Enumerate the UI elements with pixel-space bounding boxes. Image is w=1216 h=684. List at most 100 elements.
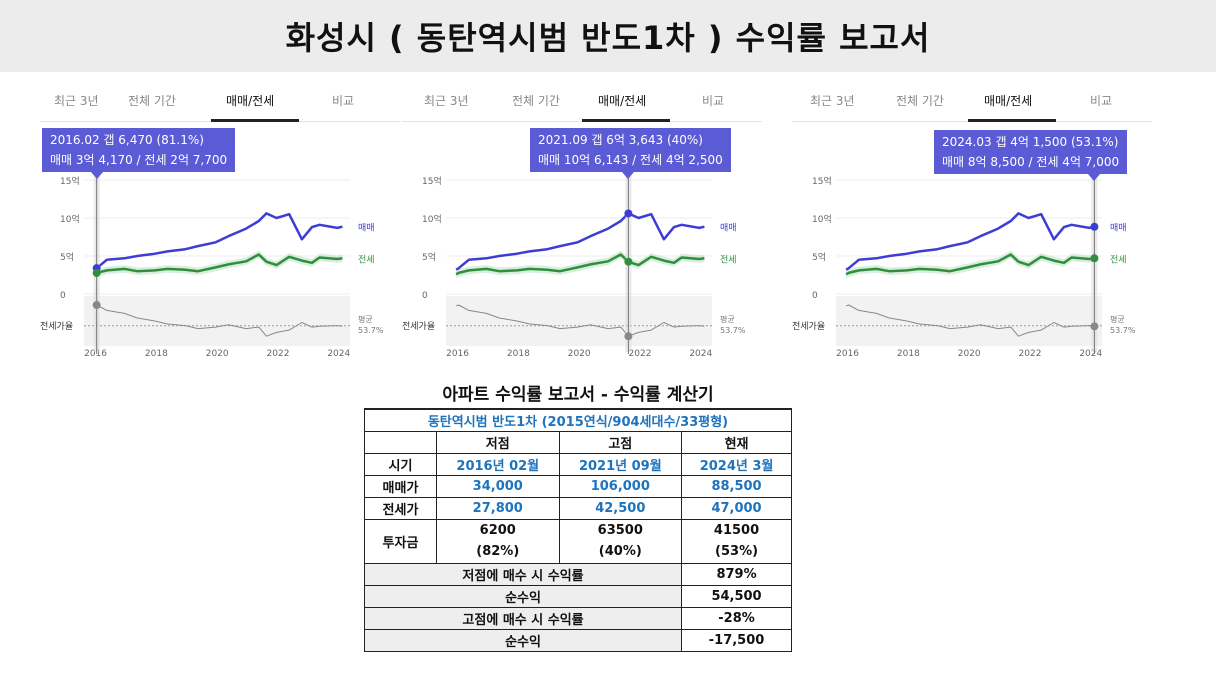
row-label-period: 시기 <box>364 452 437 476</box>
jeonse-range-band <box>846 250 1095 278</box>
ratio-band-bg <box>84 296 350 346</box>
tab-recent-3y[interactable]: 최근 3년 <box>810 94 855 108</box>
row-label-invest: 투자금 <box>364 518 437 564</box>
sale-low: 34,000 <box>436 474 560 498</box>
chart-panel-2: 최근 3년 전체 기간 매매/전세 비교 0 5억 10억 15억 2016 2018 2020 20… <box>402 84 762 368</box>
invest-low-pct: (82%) <box>436 541 560 564</box>
average-value-label: 53.7% <box>720 326 746 335</box>
jeonse-price-line <box>93 253 343 276</box>
tooltip-pointer <box>90 172 103 179</box>
series-label-sale: 매매 <box>1110 223 1127 234</box>
sale-price-line <box>93 212 343 271</box>
sale-price-line <box>845 212 1095 271</box>
tooltip-gap-line: 2024.03 갭 4억 1,500 (53.1%) <box>942 135 1119 149</box>
jeonse-low: 27,800 <box>436 496 560 520</box>
series-label-jeonse: 전세 <box>358 254 375 265</box>
average-label: 평균 <box>1110 314 1125 324</box>
point-tooltip: 2021.09 갭 6억 3,643 (40%) 매매 10억 6,143 / 전… <box>530 128 731 172</box>
summary-label-low-yield: 저점에 매수 시 수익률 <box>363 562 683 586</box>
tab-compare[interactable]: 비교 <box>332 94 355 108</box>
period-high: 2021년 09월 <box>558 452 683 476</box>
tab-all-period[interactable]: 전체 기간 <box>512 94 560 108</box>
sale-price-line <box>455 212 705 271</box>
x-tick-label: 2020 <box>206 349 229 359</box>
row-label-sale: 매매가 <box>364 474 437 498</box>
y-tick-label: 5억 <box>812 251 826 263</box>
jeonse-range-band <box>456 250 705 278</box>
tab-bar: 최근 3년 전체 기간 매매/전세 비교 <box>792 84 1152 122</box>
point-tooltip: 2024.03 갭 4억 1,500 (53.1%) 매매 8억 8,500 / … <box>934 130 1128 174</box>
summary-label-high-yield: 고점에 매수 시 수익률 <box>363 606 683 630</box>
ratio-point-marker <box>92 301 101 310</box>
x-tick-label: 2022 <box>1019 349 1042 359</box>
calculator-title: 아파트 수익률 보고서 - 수익률 계산기 <box>442 385 714 405</box>
tab-sale-jeonse[interactable]: 매매/전세 <box>226 94 275 108</box>
jeonse-point-marker <box>92 268 101 277</box>
tooltip-price-line: 매매 3억 4,170 / 전세 2억 7,700 <box>50 153 228 167</box>
header-high: 고점 <box>558 430 683 454</box>
jeonse-ratio-line <box>93 304 343 337</box>
y-tick-label: 0 <box>422 291 428 301</box>
tooltip-pointer <box>1088 174 1101 181</box>
chart-panel-3: 최근 3년 전체 기간 매매/전세 비교 0 5억 10억 15억 2016 2018 2020 20… <box>792 84 1152 368</box>
y-tick-label: 10억 <box>60 213 80 225</box>
series-label-ratio: 전세가율 <box>792 321 825 332</box>
tooltip-price-line: 매매 10억 6,143 / 전세 4억 2,500 <box>538 153 723 167</box>
average-label: 평균 <box>720 314 735 324</box>
x-tick-label: 2024 <box>1079 349 1102 359</box>
summary-value-low-profit: 54,500 <box>681 584 792 608</box>
x-tick-label: 2018 <box>145 349 168 359</box>
series-label-jeonse: 전세 <box>1110 254 1127 265</box>
tab-sale-jeonse[interactable]: 매매/전세 <box>598 94 647 108</box>
x-tick-label: 2018 <box>897 349 920 359</box>
tab-bar: 최근 3년 전체 기간 매매/전세 비교 <box>40 84 400 122</box>
summary-label-high-profit: 순수익 <box>363 628 683 652</box>
calculator-subtitle: 동탄역시범 반도1차 (2015연식/904세대수/33평형) <box>364 408 792 432</box>
empty-header-cell <box>364 430 437 454</box>
x-tick-label: 2016 <box>84 349 107 359</box>
jeonse-ratio-line <box>455 304 705 337</box>
active-tab-underline <box>968 119 1056 122</box>
average-label: 평균 <box>358 314 373 324</box>
page-title: 화성시 ( 동탄역시범 반도1차 ) 수익률 보고서 <box>285 19 931 57</box>
tooltip-price-line: 매매 8억 8,500 / 전세 4억 7,000 <box>942 155 1120 169</box>
jeonse-ratio-line <box>845 304 1095 337</box>
point-tooltip: 2016.02 갭 6,470 (81.1%) 매매 3억 4,170 / 전세 … <box>42 128 236 172</box>
sale-high: 106,000 <box>558 474 683 498</box>
tab-compare[interactable]: 비교 <box>702 94 725 108</box>
tab-recent-3y[interactable]: 최근 3년 <box>54 94 99 108</box>
tab-all-period[interactable]: 전체 기간 <box>896 94 944 108</box>
summary-label-low-profit: 순수익 <box>363 584 683 608</box>
jeonse-point-marker <box>1090 254 1099 263</box>
y-tick-label: 10억 <box>422 213 442 225</box>
jeonse-price-line <box>845 253 1095 276</box>
y-tick-label: 10억 <box>812 213 832 225</box>
invest-high-pct: (40%) <box>558 541 683 564</box>
series-label-sale: 매매 <box>720 223 737 234</box>
tooltip-pointer <box>622 172 635 179</box>
tab-compare[interactable]: 비교 <box>1090 94 1113 108</box>
tab-bar: 최근 3년 전체 기간 매매/전세 비교 <box>402 84 762 122</box>
series-label-ratio: 전세가율 <box>402 321 435 332</box>
tab-sale-jeonse[interactable]: 매매/전세 <box>984 94 1033 108</box>
x-tick-label: 2024 <box>689 349 712 359</box>
row-label-jeonse: 전세가 <box>364 496 437 520</box>
tab-recent-3y[interactable]: 최근 3년 <box>424 94 469 108</box>
tooltip-gap-line: 2016.02 갭 6,470 (81.1%) <box>50 133 204 147</box>
summary-value-low-yield: 879% <box>681 562 792 586</box>
average-value-label: 53.7% <box>358 326 384 335</box>
series-label-sale: 매매 <box>358 223 375 234</box>
series-label-jeonse: 전세 <box>720 254 737 265</box>
period-low: 2016년 02월 <box>436 452 560 476</box>
invest-low: 6200 <box>436 518 560 541</box>
series-label-ratio: 전세가율 <box>40 321 73 332</box>
y-tick-label: 5억 <box>422 251 436 263</box>
jeonse-high: 42,500 <box>558 496 683 520</box>
tab-all-period[interactable]: 전체 기간 <box>128 94 176 108</box>
x-tick-label: 2020 <box>568 349 591 359</box>
active-tab-underline <box>582 119 670 122</box>
invest-current: 41500 <box>681 518 792 541</box>
x-tick-label: 2020 <box>958 349 981 359</box>
yield-calculator: 아파트 수익률 보고서 - 수익률 계산기 동탄역시범 반도1차 (2015연식… <box>362 382 794 652</box>
